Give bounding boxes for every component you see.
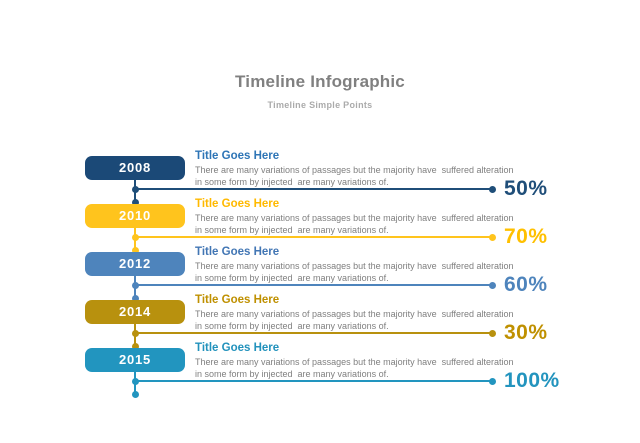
- horizontal-connector-line: [135, 236, 491, 238]
- vertical-end-dot: [132, 295, 139, 302]
- vertical-end-dot: [132, 199, 139, 206]
- line-end-dot: [489, 186, 496, 193]
- percentage-label: 70%: [504, 225, 548, 248]
- page-subtitle: Timeline Simple Points: [267, 100, 373, 110]
- line-end-dot: [489, 378, 496, 385]
- row-body-line1: There are many variations of passages bu…: [195, 213, 514, 223]
- vertical-end-dot: [132, 343, 139, 350]
- row-body-line1: There are many variations of passages bu…: [195, 261, 514, 271]
- timeline-row-2010: 2010 Title Goes Here There are many vari…: [0, 198, 640, 254]
- year-box: 2008: [85, 156, 185, 180]
- timeline-row-2015: 2015 Title Goes Here There are many vari…: [0, 342, 640, 398]
- horizontal-connector-line: [135, 332, 491, 334]
- timeline-row-2008: 2008 Title Goes Here There are many vari…: [0, 150, 640, 206]
- vertical-end-dot: [132, 391, 139, 398]
- row-body-line2: in some form by injected are many variat…: [195, 369, 389, 379]
- line-end-dot: [489, 234, 496, 241]
- year-box: 2012: [85, 252, 185, 276]
- slide-header: Timeline Infographic Timeline Simple Poi…: [0, 72, 640, 110]
- percentage-label: 50%: [504, 177, 548, 200]
- year-box: 2015: [85, 348, 185, 372]
- timeline-row-2012: 2012 Title Goes Here There are many vari…: [0, 246, 640, 302]
- horizontal-connector-line: [135, 380, 491, 382]
- year-box: 2014: [85, 300, 185, 324]
- horizontal-connector-line: [135, 284, 491, 286]
- percentage-label: 60%: [504, 273, 548, 296]
- page-title: Timeline Infographic: [235, 72, 405, 91]
- line-end-dot: [489, 282, 496, 289]
- row-title: Title Goes Here: [195, 246, 280, 258]
- row-body-line2: in some form by injected are many variat…: [195, 273, 389, 283]
- row-body-line2: in some form by injected are many variat…: [195, 321, 389, 331]
- vertical-end-dot: [132, 247, 139, 254]
- percentage-label: 100%: [504, 369, 560, 392]
- row-title: Title Goes Here: [195, 198, 280, 210]
- line-end-dot: [489, 330, 496, 337]
- junction-dot: [132, 186, 139, 193]
- junction-dot: [132, 378, 139, 385]
- row-body-line1: There are many variations of passages bu…: [195, 309, 514, 319]
- row-title: Title Goes Here: [195, 294, 280, 306]
- timeline-row-2014: 2014 Title Goes Here There are many vari…: [0, 294, 640, 350]
- row-body-line2: in some form by injected are many variat…: [195, 177, 389, 187]
- row-body-line2: in some form by injected are many variat…: [195, 225, 389, 235]
- horizontal-connector-line: [135, 188, 491, 190]
- row-title: Title Goes Here: [195, 150, 280, 162]
- row-body-line1: There are many variations of passages bu…: [195, 165, 514, 175]
- row-body-line1: There are many variations of passages bu…: [195, 357, 514, 367]
- percentage-label: 30%: [504, 321, 548, 344]
- junction-dot: [132, 282, 139, 289]
- junction-dot: [132, 234, 139, 241]
- year-box: 2010: [85, 204, 185, 228]
- junction-dot: [132, 330, 139, 337]
- row-title: Title Goes Here: [195, 342, 280, 354]
